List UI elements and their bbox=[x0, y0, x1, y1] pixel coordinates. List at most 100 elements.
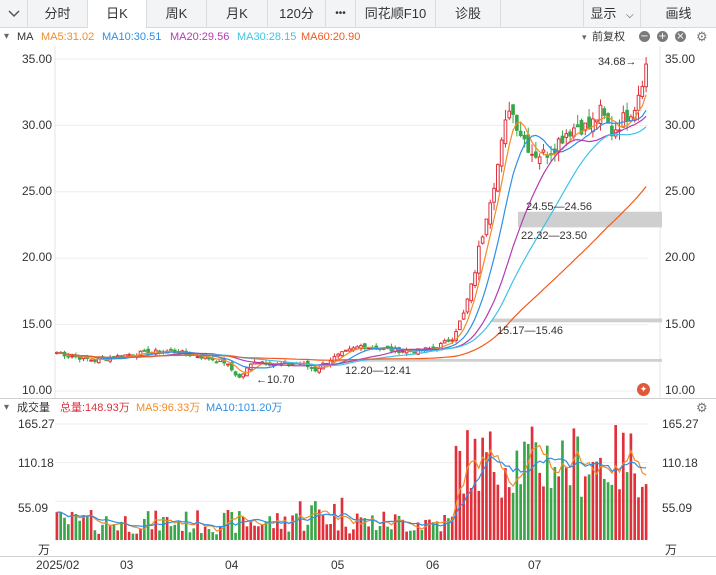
event-marker-icon[interactable]: ✦ bbox=[637, 383, 650, 396]
settings-icon[interactable]: ⚙ bbox=[696, 29, 708, 44]
vol-tick-right-2: 110.18 bbox=[662, 456, 698, 470]
x-label-04: 04 bbox=[225, 558, 239, 572]
volume-bar bbox=[78, 520, 82, 540]
volume-bar bbox=[534, 442, 538, 540]
tab-120min[interactable]: 120分 bbox=[268, 0, 326, 28]
volume-bar bbox=[211, 532, 215, 540]
volume-bar bbox=[196, 510, 199, 540]
volume-bar bbox=[602, 478, 606, 540]
volume-bar bbox=[618, 489, 621, 540]
candle-body bbox=[579, 119, 584, 135]
candle-body bbox=[473, 272, 477, 286]
volume-bar bbox=[238, 511, 241, 540]
volume-bar bbox=[526, 443, 530, 540]
candle-body bbox=[115, 355, 120, 358]
volume-bar bbox=[488, 431, 492, 540]
vol-tick-right-3: 55.09 bbox=[662, 501, 693, 515]
draw-line-button[interactable]: 画线 bbox=[665, 6, 692, 21]
candle-body bbox=[469, 283, 474, 302]
volume-bar bbox=[466, 430, 469, 540]
dropdown-icon: ▾ bbox=[582, 32, 587, 42]
candle-body bbox=[594, 119, 599, 123]
volume-bar bbox=[504, 468, 507, 540]
more-button[interactable]: ••• bbox=[326, 0, 356, 28]
candle-body bbox=[492, 187, 496, 203]
zone-label-3: 15.17—15.46 bbox=[497, 325, 564, 337]
x-label-07: 07 bbox=[528, 558, 542, 572]
tab-intraday[interactable]: 分时 bbox=[28, 0, 88, 28]
y-tick-right-30: 30.00 bbox=[665, 118, 696, 132]
candle-body bbox=[66, 355, 71, 358]
collapse-icon[interactable]: ▾ bbox=[4, 31, 10, 42]
volume-chart[interactable] bbox=[0, 416, 716, 556]
candle-body bbox=[309, 366, 314, 369]
vol-unit-right: 万 bbox=[665, 543, 678, 557]
tab-daily-k[interactable]: 日K bbox=[88, 0, 147, 28]
tab-f10[interactable]: 同花顺F10 bbox=[356, 0, 436, 28]
volume-bar bbox=[355, 513, 359, 540]
x-label-05: 05 bbox=[331, 558, 345, 572]
volume-bar bbox=[177, 521, 180, 540]
volume-bar bbox=[234, 532, 237, 540]
volume-bar bbox=[424, 519, 427, 540]
volume-settings-icon[interactable]: ⚙ bbox=[696, 400, 708, 415]
volume-bar bbox=[462, 493, 465, 540]
candle-body bbox=[343, 349, 348, 352]
volume-bar bbox=[276, 513, 279, 540]
volume-bar bbox=[230, 511, 234, 540]
volume-legend: ▾ 成交量 总量:148.93万 MA5:96.33万 MA10:101.20万… bbox=[0, 398, 716, 416]
volume-bar bbox=[112, 524, 116, 540]
volume-bar bbox=[291, 515, 294, 540]
zoom-in-icon[interactable]: + bbox=[657, 31, 668, 42]
x-label-03: 03 bbox=[120, 558, 134, 572]
adjust-dropdown[interactable]: 前复权 bbox=[592, 31, 625, 43]
close-icon[interactable]: × bbox=[675, 31, 686, 42]
volume-bar bbox=[192, 528, 196, 540]
indicator-name[interactable]: MA bbox=[17, 31, 34, 43]
y-tick-right-20: 20.00 bbox=[665, 250, 696, 264]
price-chart[interactable] bbox=[0, 46, 716, 398]
volume-bar bbox=[101, 524, 104, 540]
vol-tick-right-1: 165.27 bbox=[662, 417, 699, 431]
candle-body bbox=[210, 358, 215, 361]
candle-body bbox=[511, 104, 515, 115]
volume-bar bbox=[458, 450, 462, 540]
volume-bar bbox=[374, 530, 378, 540]
expand-icon[interactable] bbox=[0, 0, 28, 28]
volume-bar bbox=[162, 516, 165, 540]
y-tick-right-35: 35.00 bbox=[665, 52, 696, 66]
volume-ma10: MA10:101.20万 bbox=[206, 402, 283, 414]
candle-body bbox=[214, 361, 219, 364]
volume-bar bbox=[253, 525, 256, 540]
candle-body bbox=[522, 134, 527, 140]
vol-ma10-line bbox=[56, 455, 647, 528]
candle-body bbox=[237, 373, 242, 378]
candle-body bbox=[598, 104, 603, 124]
y-tick-left-25: 25.00 bbox=[22, 184, 53, 198]
volume-bar bbox=[104, 516, 108, 540]
support-band bbox=[492, 318, 662, 323]
volume-bar bbox=[93, 530, 97, 540]
volume-bar bbox=[108, 524, 112, 540]
volume-collapse-icon[interactable]: ▾ bbox=[4, 402, 10, 413]
volume-bar bbox=[257, 526, 260, 540]
volume-bar bbox=[287, 531, 291, 540]
volume-bar bbox=[644, 484, 648, 540]
candle-body bbox=[477, 245, 481, 274]
volume-bar bbox=[538, 472, 541, 540]
volume-bar bbox=[82, 515, 85, 540]
candle-body bbox=[640, 85, 645, 97]
vol-unit-left: 万 bbox=[38, 543, 51, 557]
volume-bar bbox=[348, 533, 351, 540]
zoom-out-icon[interactable]: − bbox=[639, 31, 650, 42]
volume-bar bbox=[473, 438, 477, 540]
tab-diagnosis[interactable]: 诊股 bbox=[436, 0, 501, 28]
volume-bar bbox=[500, 497, 503, 540]
volume-bar bbox=[215, 534, 218, 540]
volume-name[interactable]: 成交量 bbox=[17, 402, 50, 414]
candle-body bbox=[229, 362, 234, 371]
tab-monthly-k[interactable]: 月K bbox=[207, 0, 268, 28]
tab-weekly-k[interactable]: 周K bbox=[147, 0, 207, 28]
volume-bar bbox=[492, 472, 496, 540]
display-dropdown[interactable]: 显示 ⌵ bbox=[583, 0, 641, 28]
